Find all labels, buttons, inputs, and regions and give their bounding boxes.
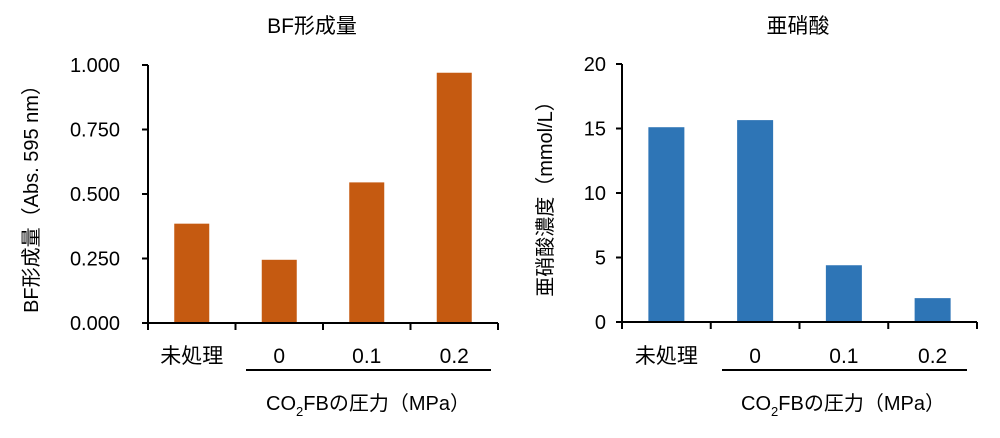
nitrite-chart: 亜硝酸 亜硝酸濃度（mmol/L） CO2FBの圧力（MPa） 未処理 0 0.1 0… [534,15,978,419]
y-tick-label: 0.750 [70,120,120,142]
bar-0 [648,127,685,323]
x-tick-label: 0.1 [829,345,858,368]
x-axis-label: CO2FBの圧力（MPa） [741,392,945,419]
y-tick-label: 0.000 [70,313,120,335]
chart-title: 亜硝酸 [767,15,830,38]
bar-1 [737,120,774,323]
y-tick-label: 0.500 [70,184,120,206]
x-tick-label: 0 [273,345,285,368]
bar-2 [825,265,862,322]
y-axis-label: 亜硝酸濃度（mmol/L） [534,91,557,297]
x-tick-label: 0 [749,345,761,368]
chart-title: BF形成量 [267,15,357,38]
y-tick-label: 20 [584,54,606,76]
x-tick-label: 0.2 [918,345,947,368]
bar-0 [174,223,210,323]
x-tick-label: 0.2 [440,345,469,368]
bar-3 [436,72,472,324]
x-tick-label: 未処理 [160,345,223,368]
y-tick-label: 15 [584,119,606,141]
y-tick-label: 10 [584,183,606,205]
y-tick-label: 5 [595,248,606,270]
bar-2 [349,182,385,323]
bar-1 [261,259,297,323]
y-tick-label: 0 [595,312,606,334]
x-tick-label: 未処理 [635,345,698,368]
y-tick-label: 0.250 [70,249,120,271]
y-tick-label: 1.000 [70,55,120,77]
y-axis-label: BF形成量（Abs. 595 nm） [20,75,43,313]
x-tick-label: 0.1 [352,345,381,368]
bar-3 [914,298,951,322]
bf-formation-chart: BF形成量 BF形成量（Abs. 595 nm） CO2FBの圧力（MPa） 未… [20,15,499,419]
x-axis-label: CO2FBの圧力（MPa） [266,392,470,419]
